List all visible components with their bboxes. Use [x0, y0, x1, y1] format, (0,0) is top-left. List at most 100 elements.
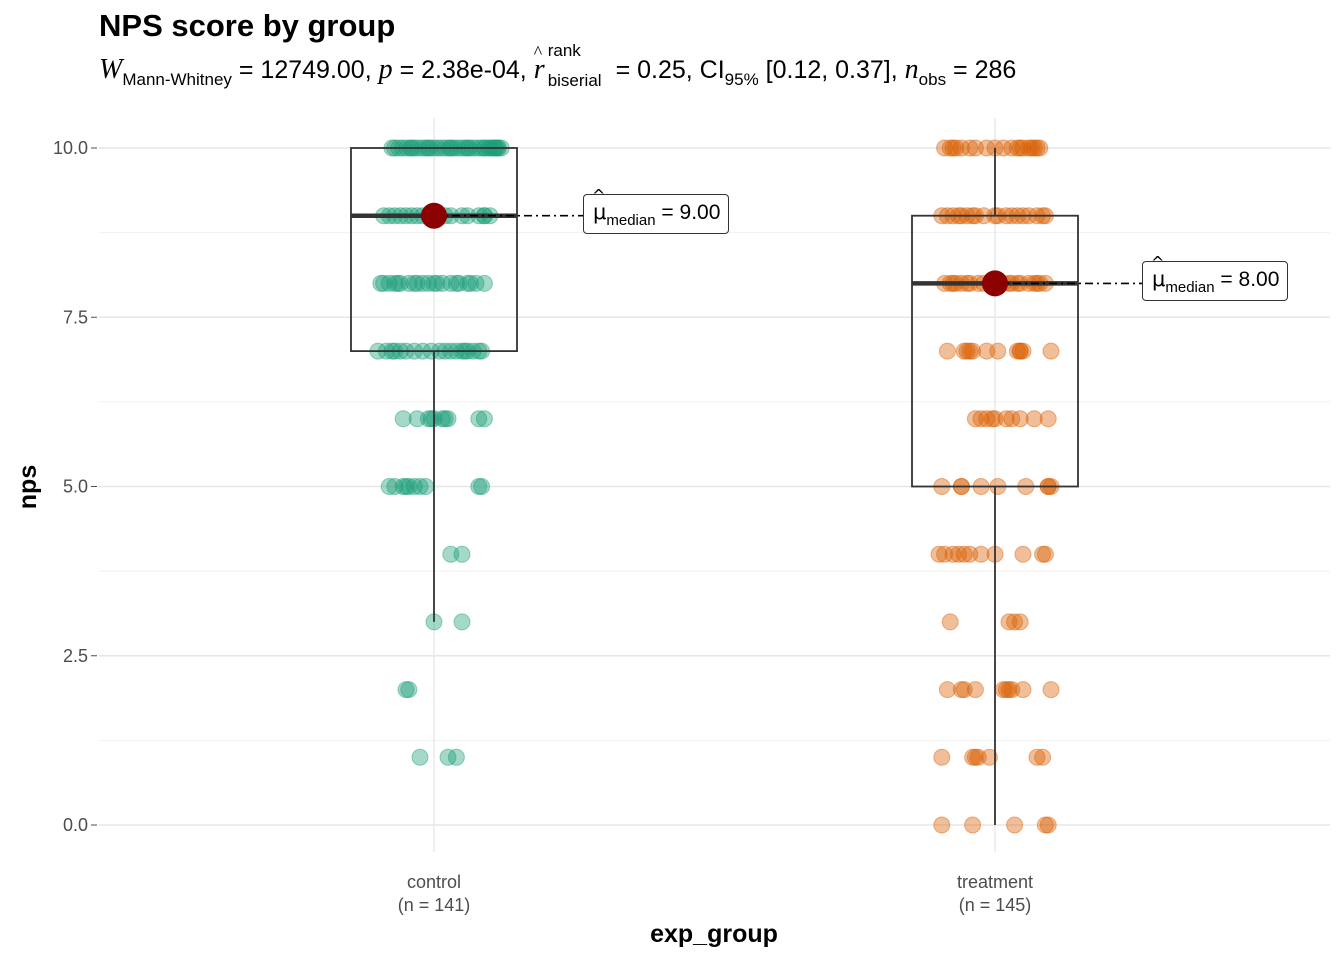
- data-point: [1039, 410, 1057, 428]
- data-point: [966, 139, 984, 157]
- axes: 0.0 2.5 5.0 7.5 10.0 control (n = 141) treatmen…: [14, 138, 1033, 948]
- data-point: [386, 274, 404, 292]
- x-axis-title: exp_group: [650, 920, 778, 948]
- data-point: [938, 681, 956, 699]
- data-point: [986, 410, 1004, 428]
- data-point: [394, 478, 412, 495]
- data-point: [969, 748, 987, 766]
- median-point: [421, 202, 447, 229]
- data-point: [1028, 748, 1046, 766]
- data-point: [952, 681, 970, 699]
- data-point: [450, 274, 468, 292]
- data-point: [964, 342, 982, 360]
- data-point: [386, 478, 404, 495]
- data-point: [961, 342, 979, 360]
- data-point: [400, 478, 418, 495]
- data-point: [1042, 342, 1060, 360]
- data-point: [414, 274, 432, 292]
- data-point: [411, 748, 429, 766]
- data-point: [405, 478, 423, 495]
- data-point: [1034, 748, 1052, 766]
- data-point: [1036, 816, 1054, 834]
- data-point: [936, 139, 954, 157]
- data-point: [408, 274, 426, 292]
- data-point: [944, 545, 962, 563]
- data-point: [397, 478, 415, 495]
- data-point: [955, 342, 973, 360]
- data-point: [1028, 139, 1046, 157]
- data-point: [433, 410, 451, 428]
- data-point: [428, 274, 446, 292]
- data-point: [1006, 816, 1024, 834]
- box-plots: [350, 147, 1079, 825]
- data-point: [1011, 139, 1029, 157]
- y-tick-label: 5.0: [63, 477, 88, 497]
- data-point: [966, 681, 984, 699]
- data-point: [1006, 613, 1024, 631]
- box-iqr: [911, 214, 1079, 488]
- data-point: [447, 748, 465, 766]
- median-value: = 9.00: [661, 200, 721, 224]
- data-point: [408, 410, 426, 428]
- data-point: [1014, 342, 1032, 360]
- data-point: [417, 478, 435, 495]
- data-point: [947, 139, 965, 157]
- median-markers: [421, 202, 1142, 297]
- median-label-control: ^ μmedian = 9.00: [583, 187, 730, 234]
- median-value: = 8.00: [1220, 268, 1280, 292]
- x-tick-count: (n = 145): [959, 895, 1032, 915]
- data-point: [470, 478, 488, 495]
- data-point: [972, 545, 990, 563]
- data-point: [1031, 139, 1049, 157]
- data-point: [459, 274, 477, 292]
- y-axis-title: nps: [14, 465, 42, 509]
- data-point: [936, 545, 954, 563]
- data-point: [1025, 139, 1043, 157]
- data-point: [419, 410, 437, 428]
- p-symbol: p: [378, 54, 393, 85]
- data-point: [1008, 342, 1026, 360]
- data-point: [989, 342, 1007, 360]
- data-point: [997, 410, 1015, 428]
- data-point: [944, 139, 962, 157]
- data-point: [436, 410, 454, 428]
- median-subscript: median: [1165, 279, 1215, 297]
- data-point: [1011, 342, 1029, 360]
- data-point: [941, 613, 959, 631]
- data-point: [1014, 139, 1032, 157]
- y-tick-label: 10.0: [53, 138, 88, 158]
- data-point: [966, 410, 984, 428]
- data-point: [372, 274, 390, 292]
- data-point: [439, 410, 457, 428]
- median-point: [982, 270, 1008, 297]
- data-point: [475, 274, 493, 292]
- data-point: [425, 274, 443, 292]
- data-point: [1014, 545, 1032, 563]
- n-subscript: obs: [918, 70, 947, 89]
- data-point: [955, 681, 973, 699]
- data-point: [453, 545, 471, 563]
- data-point: [933, 816, 951, 834]
- data-point: [1014, 681, 1032, 699]
- box-iqr: [350, 147, 518, 353]
- data-point: [405, 274, 423, 292]
- data-point: [978, 410, 996, 428]
- r-value: = 0.25,: [615, 56, 693, 84]
- data-point: [467, 274, 485, 292]
- data-point: [400, 274, 418, 292]
- data-point: [930, 545, 948, 563]
- data-point: [397, 681, 415, 699]
- data-point: [394, 410, 412, 428]
- median-label-treatment: ^ μmedian = 8.00: [1142, 255, 1289, 302]
- data-point: [1022, 139, 1040, 157]
- data-point: [419, 274, 437, 292]
- data-point: [1020, 139, 1038, 157]
- data-point: [433, 274, 451, 292]
- y-tick-label: 2.5: [63, 646, 88, 666]
- data-point: [961, 139, 979, 157]
- data-point: [933, 748, 951, 766]
- data-point: [972, 410, 990, 428]
- chart-subtitle: WMann-Whitney = 12749.00, p = 2.38e-04, …: [99, 42, 1016, 89]
- y-tick-label: 0.0: [63, 815, 88, 835]
- data-point: [475, 410, 493, 428]
